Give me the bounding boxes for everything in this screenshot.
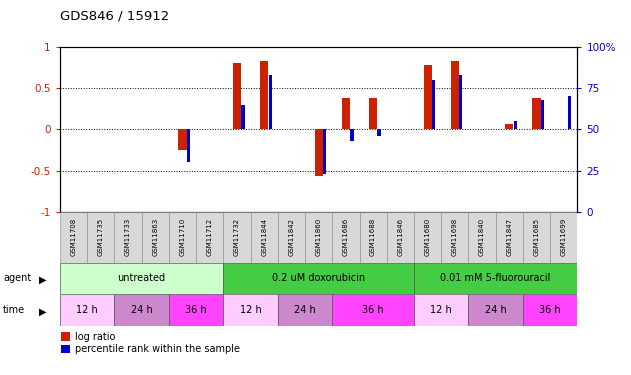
FancyBboxPatch shape <box>114 212 141 262</box>
Text: ▶: ▶ <box>39 307 47 317</box>
Text: 0.01 mM 5-fluorouracil: 0.01 mM 5-fluorouracil <box>440 273 551 284</box>
Text: GSM11733: GSM11733 <box>125 218 131 256</box>
FancyBboxPatch shape <box>414 262 577 294</box>
FancyBboxPatch shape <box>223 212 251 262</box>
FancyBboxPatch shape <box>414 212 441 262</box>
Text: GSM11685: GSM11685 <box>534 218 540 256</box>
Text: GSM11860: GSM11860 <box>316 218 322 256</box>
FancyBboxPatch shape <box>305 212 333 262</box>
Bar <box>369 98 377 129</box>
Bar <box>350 129 353 141</box>
Bar <box>514 121 517 129</box>
Text: GSM11732: GSM11732 <box>234 218 240 256</box>
Text: GDS846 / 15912: GDS846 / 15912 <box>60 9 169 22</box>
FancyBboxPatch shape <box>496 212 523 262</box>
Text: GSM11708: GSM11708 <box>71 218 76 256</box>
FancyBboxPatch shape <box>278 212 305 262</box>
FancyBboxPatch shape <box>223 262 414 294</box>
FancyBboxPatch shape <box>523 294 577 326</box>
Bar <box>459 75 463 129</box>
Text: GSM11686: GSM11686 <box>343 218 349 256</box>
Text: 24 h: 24 h <box>485 305 507 315</box>
Text: GSM11698: GSM11698 <box>452 218 458 256</box>
Text: 12 h: 12 h <box>430 305 452 315</box>
FancyBboxPatch shape <box>333 294 414 326</box>
FancyBboxPatch shape <box>523 212 550 262</box>
FancyBboxPatch shape <box>196 212 223 262</box>
FancyBboxPatch shape <box>441 212 468 262</box>
Text: GSM11688: GSM11688 <box>370 218 376 256</box>
Bar <box>187 129 190 162</box>
FancyBboxPatch shape <box>414 294 468 326</box>
FancyBboxPatch shape <box>169 212 196 262</box>
Text: percentile rank within the sample: percentile rank within the sample <box>76 344 240 354</box>
Text: 24 h: 24 h <box>131 305 153 315</box>
Bar <box>315 129 322 176</box>
Text: agent: agent <box>3 273 32 284</box>
Bar <box>61 332 70 341</box>
Bar <box>61 345 70 353</box>
Text: 36 h: 36 h <box>362 305 384 315</box>
FancyBboxPatch shape <box>223 294 278 326</box>
Bar <box>505 124 514 129</box>
Bar <box>451 61 459 129</box>
Text: GSM11840: GSM11840 <box>479 218 485 256</box>
Bar <box>241 105 245 129</box>
Text: ▶: ▶ <box>39 275 47 285</box>
FancyBboxPatch shape <box>387 212 414 262</box>
FancyBboxPatch shape <box>550 212 577 262</box>
Text: 24 h: 24 h <box>294 305 316 315</box>
Text: 12 h: 12 h <box>76 305 98 315</box>
Text: GSM11735: GSM11735 <box>98 218 103 256</box>
FancyBboxPatch shape <box>251 212 278 262</box>
Bar <box>541 100 544 129</box>
FancyBboxPatch shape <box>60 294 114 326</box>
Text: GSM11844: GSM11844 <box>261 218 267 256</box>
Text: untreated: untreated <box>117 273 166 284</box>
Text: GSM11680: GSM11680 <box>425 218 430 256</box>
FancyBboxPatch shape <box>87 212 114 262</box>
Text: 36 h: 36 h <box>540 305 561 315</box>
Text: GSM11699: GSM11699 <box>561 218 567 256</box>
Text: GSM11710: GSM11710 <box>179 218 186 256</box>
Text: log ratio: log ratio <box>76 332 116 342</box>
FancyBboxPatch shape <box>278 294 333 326</box>
Bar <box>377 129 380 136</box>
Bar <box>342 98 350 129</box>
FancyBboxPatch shape <box>169 294 223 326</box>
FancyBboxPatch shape <box>333 212 360 262</box>
Text: 36 h: 36 h <box>186 305 207 315</box>
Bar <box>423 65 432 129</box>
FancyBboxPatch shape <box>114 294 169 326</box>
Bar <box>179 129 187 150</box>
Bar <box>233 63 241 129</box>
FancyBboxPatch shape <box>468 212 496 262</box>
FancyBboxPatch shape <box>360 212 387 262</box>
Bar <box>323 129 326 174</box>
Bar <box>269 75 272 129</box>
Text: GSM11863: GSM11863 <box>152 218 158 256</box>
Text: GSM11842: GSM11842 <box>288 218 295 256</box>
Text: time: time <box>3 305 25 315</box>
Bar <box>432 80 435 129</box>
Bar <box>533 98 541 129</box>
Bar <box>260 61 268 129</box>
FancyBboxPatch shape <box>60 212 87 262</box>
Bar <box>568 96 572 129</box>
FancyBboxPatch shape <box>141 212 169 262</box>
Text: 0.2 uM doxorubicin: 0.2 uM doxorubicin <box>272 273 365 284</box>
FancyBboxPatch shape <box>468 294 523 326</box>
Text: 12 h: 12 h <box>240 305 261 315</box>
Text: GSM11846: GSM11846 <box>398 218 403 256</box>
FancyBboxPatch shape <box>60 262 223 294</box>
Text: GSM11847: GSM11847 <box>506 218 512 256</box>
Text: GSM11712: GSM11712 <box>207 218 213 256</box>
